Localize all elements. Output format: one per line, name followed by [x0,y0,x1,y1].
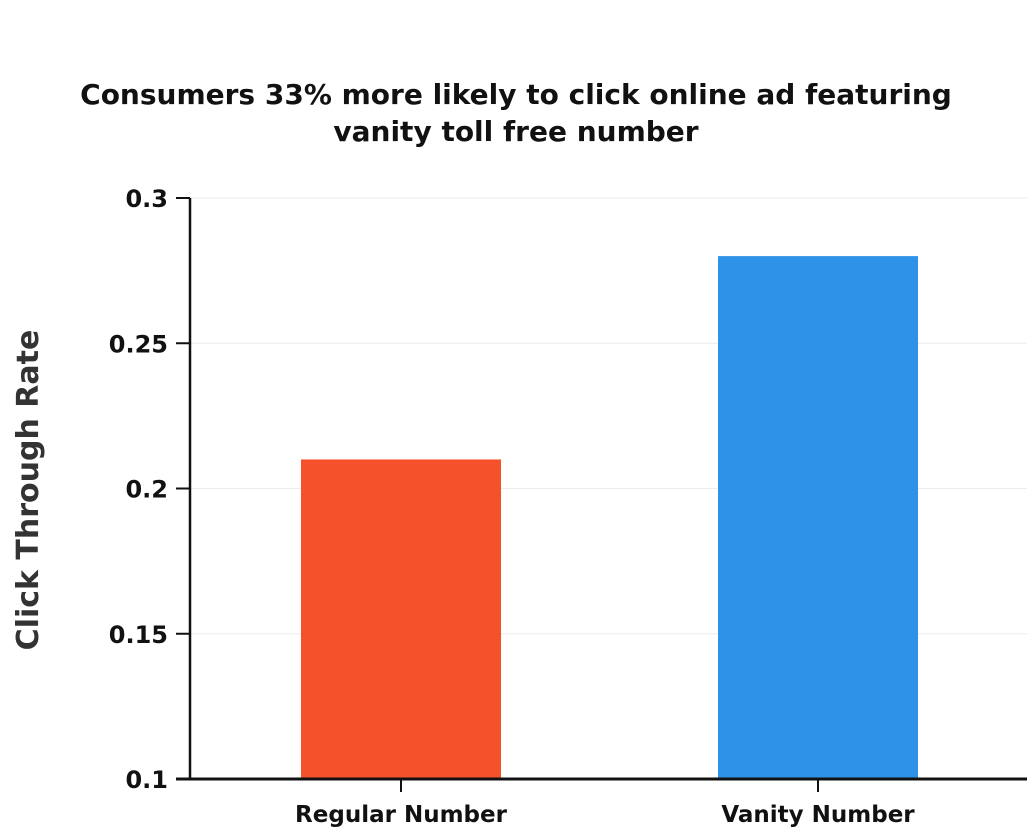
x-tick-label: Regular Number [295,802,508,828]
y-tick-label: 0.15 [109,621,168,649]
y-tick-label: 0.25 [109,330,168,358]
bar-regular-number [301,459,501,779]
chart-title-line-1: Consumers 33% more likely to click onlin… [80,78,952,111]
bars [301,256,918,780]
y-tick-label: 0.3 [125,185,168,213]
y-tick-label: 0.2 [125,476,168,504]
y-tick-label: 0.1 [125,766,168,794]
y-axis-label: Click Through Rate [11,330,46,651]
axes [176,197,1027,792]
tick-labels: 0.1 0.15 0.2 0.25 0.3 Regular Number Vanity Nu… [109,185,916,828]
x-tick-label: Vanity Number [721,802,915,828]
bar-vanity-number [718,256,918,780]
chart-title-line-2: vanity toll free number [333,115,698,148]
